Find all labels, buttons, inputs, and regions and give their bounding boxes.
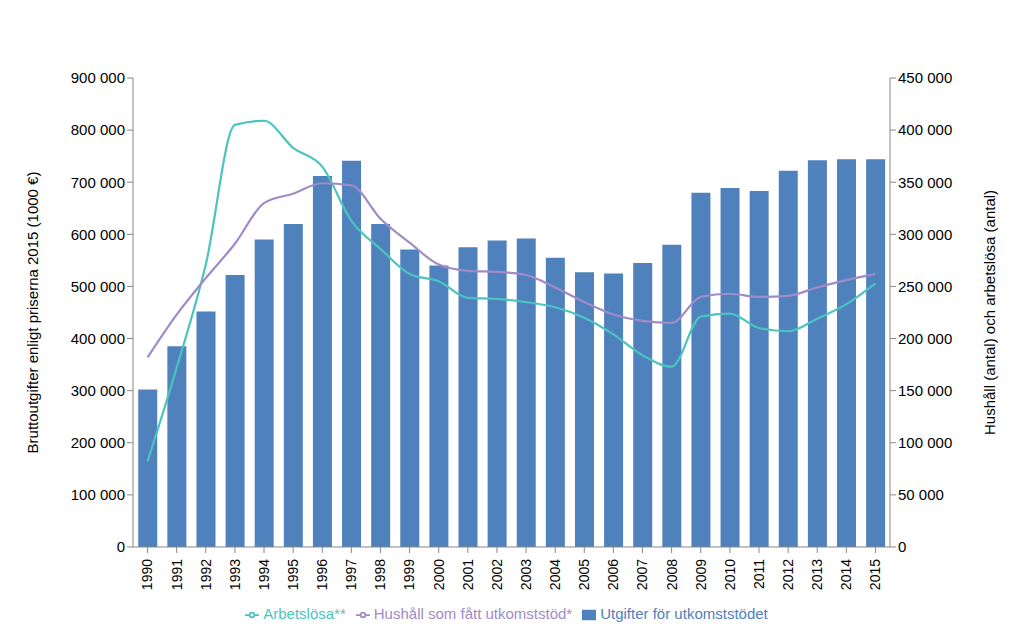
svg-text:800 000: 800 000 [71,121,125,138]
svg-text:450 000: 450 000 [898,69,952,86]
svg-text:1992: 1992 [198,559,214,590]
html-text:Hushåll som fått utkomststöd*: Hushåll som fått utkomststöd* [373,605,573,622]
svg-text:1991: 1991 [169,559,185,590]
svg-text:2000: 2000 [431,559,447,590]
svg-text:300 000: 300 000 [898,226,952,243]
html-text:Utgifter för utkomststödet: Utgifter för utkomststödet [600,605,768,622]
svg-text:300 000: 300 000 [71,382,125,399]
svg-text:350 000: 350 000 [898,174,952,191]
svg-text:2005: 2005 [576,559,592,590]
svg-text:2013: 2013 [809,559,825,590]
svg-text:Bruttoutgifter enligt priserna: Bruttoutgifter enligt priserna 2015 (100… [24,172,41,454]
svg-text:100 000: 100 000 [71,486,125,503]
html-text:Arbetslösa**: Arbetslösa** [263,605,346,622]
svg-text:2006: 2006 [605,559,621,590]
svg-text:0: 0 [898,538,906,555]
svg-text:2007: 2007 [634,559,650,590]
svg-text:600 000: 600 000 [71,226,125,243]
svg-text:0: 0 [117,538,125,555]
svg-text:1996: 1996 [314,559,330,590]
svg-text:1994: 1994 [256,559,272,590]
svg-text:1993: 1993 [227,559,243,590]
svg-text:2010: 2010 [722,559,738,590]
svg-text:200 000: 200 000 [898,330,952,347]
svg-text:400 000: 400 000 [71,330,125,347]
svg-text:400 000: 400 000 [898,121,952,138]
svg-text:50 000: 50 000 [898,486,944,503]
svg-text:1990: 1990 [139,559,155,590]
svg-text:250 000: 250 000 [898,278,952,295]
svg-text:1999: 1999 [401,559,417,590]
svg-text:500 000: 500 000 [71,278,125,295]
svg-text:2011: 2011 [751,559,767,589]
svg-text:2015: 2015 [867,559,883,590]
svg-text:2014: 2014 [838,559,854,590]
svg-text:Hushåll (antal) och arbetslösa: Hushåll (antal) och arbetslösa (antal) [981,190,998,435]
svg-text:2012: 2012 [780,559,796,590]
svg-text:900 000: 900 000 [71,69,125,86]
svg-text:1997: 1997 [343,559,359,590]
svg-text:2002: 2002 [489,559,505,590]
svg-text:200 000: 200 000 [71,434,125,451]
svg-text:2009: 2009 [693,559,709,590]
svg-text:2008: 2008 [664,559,680,590]
svg-text:100 000: 100 000 [898,434,952,451]
svg-text:1998: 1998 [372,559,388,590]
svg-text:150 000: 150 000 [898,382,952,399]
svg-text:2004: 2004 [547,559,563,590]
svg-text:2003: 2003 [518,559,534,590]
svg-text:1995: 1995 [285,559,301,590]
svg-text:700 000: 700 000 [71,174,125,191]
svg-text:2001: 2001 [460,559,476,590]
